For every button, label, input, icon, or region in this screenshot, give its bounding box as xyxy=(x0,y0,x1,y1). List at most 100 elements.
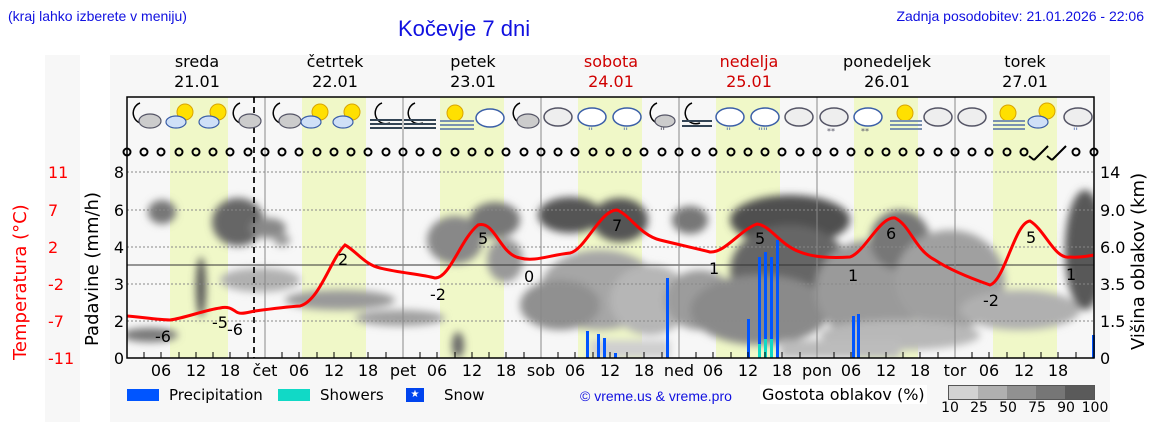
svg-text:1: 1 xyxy=(1066,265,1076,284)
svg-text:'': '' xyxy=(1073,127,1078,137)
scale-label: 50 xyxy=(999,400,1017,416)
x-tick: 12 xyxy=(1013,361,1035,380)
temp-tick: 7 xyxy=(48,201,59,220)
rain-cloud-icon: '' xyxy=(715,107,745,137)
svg-text:6: 6 xyxy=(886,224,896,243)
precip-tick: 8 xyxy=(113,163,124,182)
showers-bars xyxy=(758,339,773,358)
svg-text:-2: -2 xyxy=(430,285,446,304)
copyright-link[interactable]: © vreme.us & vreme.pro xyxy=(580,388,732,404)
svg-text:7: 7 xyxy=(612,216,622,235)
wind-indicators xyxy=(122,147,1099,157)
x-tick: 06 xyxy=(150,361,172,380)
x-tick-marks xyxy=(143,352,1077,358)
menu-hint: (kraj lahko izberete v meniju) xyxy=(8,8,187,24)
moon-cloud-icon xyxy=(512,102,540,129)
weather-icons: '' '' '' '' '''' ** ** '' xyxy=(132,102,1093,137)
svg-text:'''': '''' xyxy=(758,127,768,137)
moon-cloud-icon xyxy=(132,102,162,129)
moon-cloud-icon xyxy=(232,102,262,129)
page-title: Kočevje 7 dni xyxy=(398,16,531,41)
sun-fog-icon xyxy=(890,104,922,130)
cloud-icon xyxy=(784,107,814,127)
precipitation-axis-label: Padavine (mm/h) xyxy=(82,192,103,346)
svg-text:-5: -5 xyxy=(212,313,228,332)
cloud-icon xyxy=(957,107,987,127)
sun-fog-icon xyxy=(993,104,1025,130)
temp-tick: -7 xyxy=(48,312,64,331)
temperature-line xyxy=(126,208,1095,322)
scale-label: 25 xyxy=(970,400,988,416)
svg-text:'': '' xyxy=(660,127,665,137)
svg-text:-6: -6 xyxy=(155,327,171,346)
snow-cloud-icon: ** xyxy=(819,107,849,136)
precip-tick: 3 xyxy=(113,275,124,294)
cloud-icon xyxy=(475,108,505,128)
sun-cloud-icon xyxy=(1027,102,1056,129)
svg-text:**: ** xyxy=(861,127,869,136)
cloud-density-label: Gostota oblakov (%) xyxy=(760,385,927,404)
x-tick: 06 xyxy=(564,361,586,380)
day-header-5: ponedeljek 26.01 xyxy=(843,52,931,91)
x-tick: čet xyxy=(252,361,278,380)
cloud-height-tick: 6.0 xyxy=(1100,238,1126,257)
sun-cloud-icon xyxy=(332,103,361,129)
rain-cloud-icon: '' xyxy=(577,107,607,137)
precip-tick: 6 xyxy=(113,201,124,220)
svg-text:1: 1 xyxy=(709,259,719,278)
x-tick: 18 xyxy=(495,361,517,380)
temperature-annotations: -6 -5 -6 2 -2 5 0 7 1 5 1 6 -2 5 1 xyxy=(155,216,1076,346)
precip-tick: 0 xyxy=(113,349,124,368)
cloud-icon xyxy=(923,107,953,127)
sun-cloud-icon xyxy=(300,103,329,129)
x-tick: 12 xyxy=(185,361,207,380)
x-tick: pon xyxy=(801,361,833,380)
cloud-height-axis-label: Višina oblakov (km) xyxy=(1128,172,1149,350)
precipitation-swatch xyxy=(127,389,159,401)
svg-text:0: 0 xyxy=(524,267,534,286)
precipitation-bars xyxy=(586,240,1095,358)
x-tick: 12 xyxy=(599,361,621,380)
x-tick: 18 xyxy=(909,361,931,380)
x-tick: 18 xyxy=(219,361,241,380)
legend-showers-label: Showers xyxy=(320,386,384,404)
x-tick: 06 xyxy=(426,361,448,380)
day-header-0: sreda 21.01 xyxy=(174,52,220,91)
precip-tick: 4 xyxy=(113,238,124,257)
temperature-axis-panel xyxy=(45,55,80,422)
cloud-height-tick: 9.0 xyxy=(1100,201,1126,220)
legend-showers: Showers xyxy=(278,386,384,404)
x-tick: sob xyxy=(526,361,556,380)
x-tick: pet xyxy=(389,361,417,380)
svg-text:**: ** xyxy=(827,127,835,136)
temp-tick: 2 xyxy=(48,238,59,257)
svg-text:'': '' xyxy=(726,127,731,137)
legend-precipitation: Precipitation xyxy=(127,386,263,404)
scale-label: 10 xyxy=(941,400,959,416)
svg-text:'': '' xyxy=(623,127,628,137)
sun-cloud-icon xyxy=(165,103,194,129)
cloud-height-tick: 3.5 xyxy=(1100,275,1126,294)
svg-text:5: 5 xyxy=(755,229,765,248)
sun-fog-icon xyxy=(440,104,474,130)
moon-fog-icon xyxy=(370,102,402,129)
precip-tick: 2 xyxy=(113,312,124,331)
moon-fog-icon xyxy=(682,102,712,127)
svg-text:-2: -2 xyxy=(983,291,999,310)
day-header-4: nedelja 25.01 xyxy=(719,52,779,91)
cloud-height-tick: 14 xyxy=(1100,163,1121,182)
x-tick: 06 xyxy=(978,361,1000,380)
x-tick: 18 xyxy=(633,361,655,380)
x-tick: 18 xyxy=(1047,361,1069,380)
x-tick: 12 xyxy=(461,361,483,380)
day-header-3: sobota 24.01 xyxy=(583,52,639,91)
snow-cloud-icon: ** xyxy=(853,107,883,136)
rain-cloud-icon: '' xyxy=(1063,107,1093,137)
day-header-6: torek 27.01 xyxy=(1002,52,1048,91)
svg-text:1: 1 xyxy=(848,266,858,285)
scale-label: 75 xyxy=(1028,400,1046,416)
scale-label: 100 xyxy=(1081,400,1109,416)
x-tick: 06 xyxy=(702,361,724,380)
day-separators xyxy=(264,97,956,358)
moon-fog-icon xyxy=(404,102,436,129)
